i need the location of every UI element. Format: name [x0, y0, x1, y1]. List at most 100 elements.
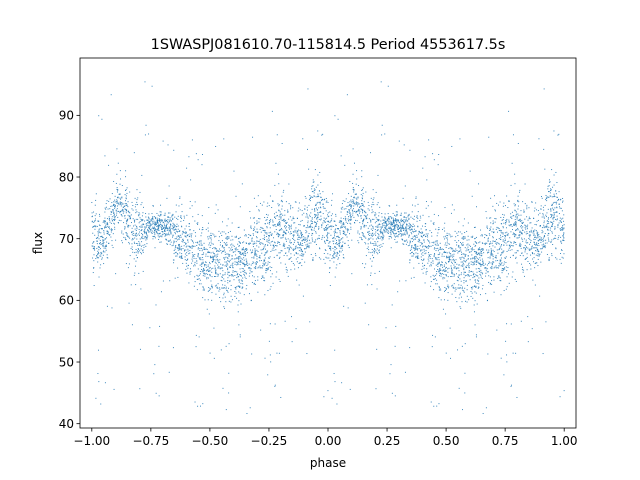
data-point	[256, 256, 258, 257]
data-point	[546, 196, 548, 198]
data-point	[213, 259, 215, 261]
data-point	[471, 254, 473, 256]
data-point	[139, 242, 141, 244]
data-point	[473, 226, 475, 228]
data-point	[181, 226, 183, 228]
data-point	[152, 226, 154, 228]
data-point	[477, 249, 479, 251]
data-point	[205, 261, 207, 263]
data-point	[178, 246, 180, 248]
data-point	[490, 243, 492, 245]
data-point	[497, 252, 499, 254]
data-point	[138, 229, 140, 231]
data-point	[298, 235, 300, 237]
data-point	[275, 229, 277, 231]
data-point	[111, 229, 113, 231]
data-point	[478, 277, 480, 279]
data-point	[487, 240, 489, 242]
data-point	[216, 286, 218, 288]
data-point	[169, 217, 171, 219]
data-point	[450, 357, 452, 359]
data-point	[550, 210, 552, 212]
data-point	[262, 262, 264, 264]
data-point	[486, 227, 488, 229]
data-point	[106, 305, 108, 307]
data-point	[274, 385, 276, 387]
data-point	[175, 226, 177, 228]
data-point	[285, 201, 287, 203]
data-point	[466, 244, 468, 246]
data-point	[388, 217, 390, 219]
data-point	[140, 218, 142, 220]
data-point	[317, 215, 319, 217]
data-point	[548, 196, 550, 198]
data-point	[143, 230, 145, 232]
data-point	[98, 220, 100, 222]
data-point	[237, 257, 239, 259]
data-point	[463, 258, 465, 260]
data-point	[91, 220, 93, 222]
data-point	[93, 211, 95, 213]
data-point	[217, 274, 219, 276]
data-point	[255, 253, 257, 255]
data-point	[185, 236, 187, 238]
data-point	[336, 248, 338, 250]
data-point	[215, 235, 217, 237]
data-point	[239, 261, 241, 263]
data-point	[103, 231, 105, 233]
data-point	[208, 313, 210, 315]
data-point	[500, 223, 502, 225]
data-point	[380, 226, 382, 228]
data-point	[392, 230, 394, 232]
data-point	[271, 234, 273, 236]
data-point	[442, 278, 444, 280]
data-point	[388, 226, 390, 228]
data-point	[544, 247, 546, 249]
data-point	[122, 203, 124, 205]
data-point	[460, 249, 462, 251]
data-point	[433, 289, 435, 291]
data-point	[339, 239, 341, 241]
data-point	[320, 182, 322, 183]
data-point	[236, 297, 238, 299]
data-point	[155, 224, 157, 226]
data-point	[140, 245, 142, 247]
data-point	[235, 258, 237, 260]
data-point	[390, 364, 392, 366]
data-point	[500, 280, 502, 282]
data-point	[220, 301, 222, 303]
data-point	[409, 229, 411, 231]
data-point	[178, 235, 180, 237]
data-point	[109, 234, 111, 236]
data-point	[145, 216, 147, 218]
data-point	[272, 282, 274, 284]
data-point	[390, 216, 392, 218]
data-point	[411, 228, 413, 230]
data-point	[317, 237, 319, 239]
data-point	[325, 227, 327, 229]
data-point	[197, 247, 199, 249]
data-point	[484, 242, 486, 244]
data-point	[391, 237, 393, 239]
data-point	[220, 267, 222, 269]
data-point	[110, 213, 112, 215]
data-point	[503, 268, 505, 270]
data-point	[334, 257, 336, 259]
data-point	[549, 229, 551, 231]
data-point	[294, 268, 296, 270]
data-point	[445, 263, 447, 265]
data-point	[533, 210, 535, 212]
data-point	[254, 252, 256, 254]
data-point	[362, 232, 364, 234]
data-point	[371, 234, 373, 236]
data-point	[205, 248, 207, 250]
data-point	[206, 269, 208, 271]
data-point	[280, 218, 282, 220]
data-point	[443, 227, 445, 229]
data-point	[278, 224, 280, 226]
data-point	[110, 222, 112, 224]
data-point	[389, 220, 391, 222]
data-point	[433, 254, 435, 256]
data-point	[313, 181, 315, 183]
data-point	[368, 237, 370, 239]
